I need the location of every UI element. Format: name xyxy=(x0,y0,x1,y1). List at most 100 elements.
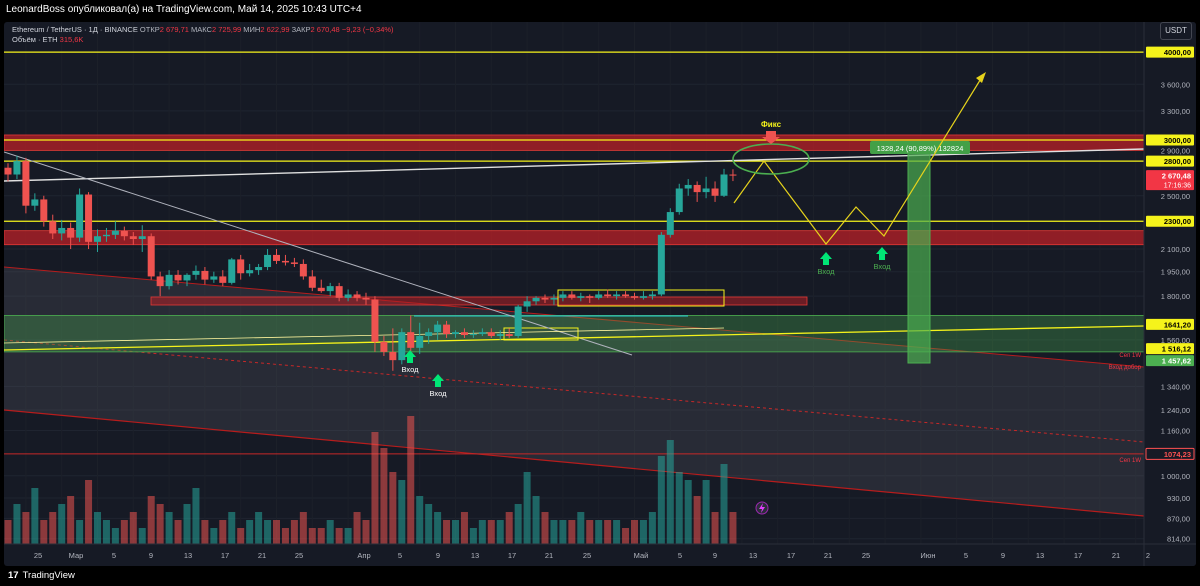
volume-bar xyxy=(58,504,66,544)
candle-body xyxy=(514,306,522,336)
channel-upper-line xyxy=(4,266,1145,368)
candle-body xyxy=(94,236,101,242)
candle-body xyxy=(693,184,701,193)
volume-legend: Объём · ETH 315,6K xyxy=(12,35,83,44)
volume-bar xyxy=(255,512,263,544)
y-tick-label: 2 500,00 xyxy=(1161,192,1190,201)
volume-bar xyxy=(4,520,12,544)
y-tick-label: 1 800,00 xyxy=(1161,292,1190,301)
volume-bar xyxy=(577,512,585,544)
volume-bar xyxy=(452,520,459,544)
entry-label: Вход xyxy=(430,389,448,398)
volume-bar xyxy=(648,512,656,544)
candle-body xyxy=(246,270,254,274)
x-tick-label: 17 xyxy=(1074,551,1082,560)
volume-bar xyxy=(550,520,558,544)
price-chart[interactable]: 1328,24 (90,89%) 132824 Вход Вход Вход Вход Ф… xyxy=(4,22,1196,566)
x-tick-label: 5 xyxy=(964,551,968,560)
volume-bar xyxy=(434,512,442,544)
candle-body xyxy=(711,188,719,196)
candle-body xyxy=(613,294,621,297)
price-tag xyxy=(1146,318,1194,330)
candle-body xyxy=(281,260,289,263)
volume-bar xyxy=(326,520,334,544)
candle-body xyxy=(443,324,451,335)
entry-label: Вход xyxy=(874,262,892,271)
candle-body xyxy=(344,294,352,298)
candle-body xyxy=(720,174,728,196)
candle-body xyxy=(398,332,406,361)
chart-area[interactable]: 1328,24 (90,89%) 132824 Вход Вход Вход Вход Ф… xyxy=(4,22,1196,566)
candle-body xyxy=(469,334,477,336)
candle-body xyxy=(460,332,468,336)
volume-bar xyxy=(425,504,433,544)
volume-bar xyxy=(505,512,513,544)
candle-body xyxy=(639,296,647,298)
x-tick-label: Июн xyxy=(920,551,935,560)
tradingview-logo: 17 TradingView xyxy=(8,570,75,581)
x-tick-label: 17 xyxy=(787,551,795,560)
volume-bar xyxy=(344,528,352,544)
price-tag-label: 2800,00 xyxy=(1164,157,1191,166)
candle-body xyxy=(317,287,325,292)
volume-bar xyxy=(219,520,227,544)
candle-body xyxy=(165,274,173,287)
lightning-icon-glyph xyxy=(759,503,765,513)
candle-body xyxy=(67,227,75,238)
volume-bar xyxy=(129,512,137,544)
x-tick-label: Май xyxy=(634,551,649,560)
currency-button[interactable]: USDT xyxy=(1160,22,1192,40)
volume-bar xyxy=(138,528,146,544)
candle-body xyxy=(85,194,93,242)
volume-bar xyxy=(514,504,522,544)
price-tag-label: 3000,00 xyxy=(1164,136,1191,145)
volume-bar xyxy=(102,520,110,544)
candle-body xyxy=(496,334,504,336)
candle-body xyxy=(505,334,513,336)
measure-box xyxy=(907,152,931,364)
channel-lower-line xyxy=(4,409,1145,517)
white-trend-line xyxy=(4,148,1145,182)
candle-body xyxy=(568,294,576,298)
price-tag xyxy=(1145,447,1195,460)
volume-bar xyxy=(720,464,728,544)
close-value: 2 670,48 xyxy=(310,25,340,34)
candle-body xyxy=(31,199,39,206)
volume-bar xyxy=(487,520,495,544)
x-tick-label: Апр xyxy=(357,551,370,560)
volume-bar xyxy=(40,520,48,544)
x-tick-label: 13 xyxy=(1036,551,1044,560)
volume-bar xyxy=(156,504,164,544)
candle-body xyxy=(729,174,737,176)
candle-body xyxy=(595,294,603,298)
volume-bar xyxy=(729,512,737,544)
y-tick-label: 3 300,00 xyxy=(1161,107,1190,116)
volume-bar xyxy=(353,512,361,544)
open-value: 2 679,71 xyxy=(159,25,189,34)
x-tick-label: 13 xyxy=(471,551,479,560)
volume-bar xyxy=(299,512,307,544)
price-tag xyxy=(1146,355,1194,367)
tradingview-logo-text: TradingView xyxy=(22,570,75,581)
volume-bar xyxy=(443,520,451,544)
y-tick-label: 3 600,00 xyxy=(1161,80,1190,89)
entry-arrow-icon xyxy=(876,247,888,260)
candle-body xyxy=(523,301,531,307)
fix-label: Фикс xyxy=(761,120,782,129)
volume-bar xyxy=(183,504,191,544)
projection-path xyxy=(733,76,983,245)
volume-bar xyxy=(604,520,612,544)
candle-body xyxy=(192,270,200,275)
volume-bar xyxy=(389,472,397,544)
fix-arrow-icon xyxy=(762,131,780,144)
volume-bar xyxy=(666,440,674,544)
candle-body xyxy=(13,161,21,175)
candle-body xyxy=(40,199,48,222)
footer: 17 TradingView xyxy=(0,566,1200,586)
y-tick-label: 2 900,00 xyxy=(1161,146,1190,155)
candle-body xyxy=(76,194,84,238)
candle-body xyxy=(702,188,710,193)
price-tag-label: 1 457,62 xyxy=(1162,357,1191,366)
volume-bar xyxy=(67,496,75,544)
range-box-yellow xyxy=(503,327,579,341)
